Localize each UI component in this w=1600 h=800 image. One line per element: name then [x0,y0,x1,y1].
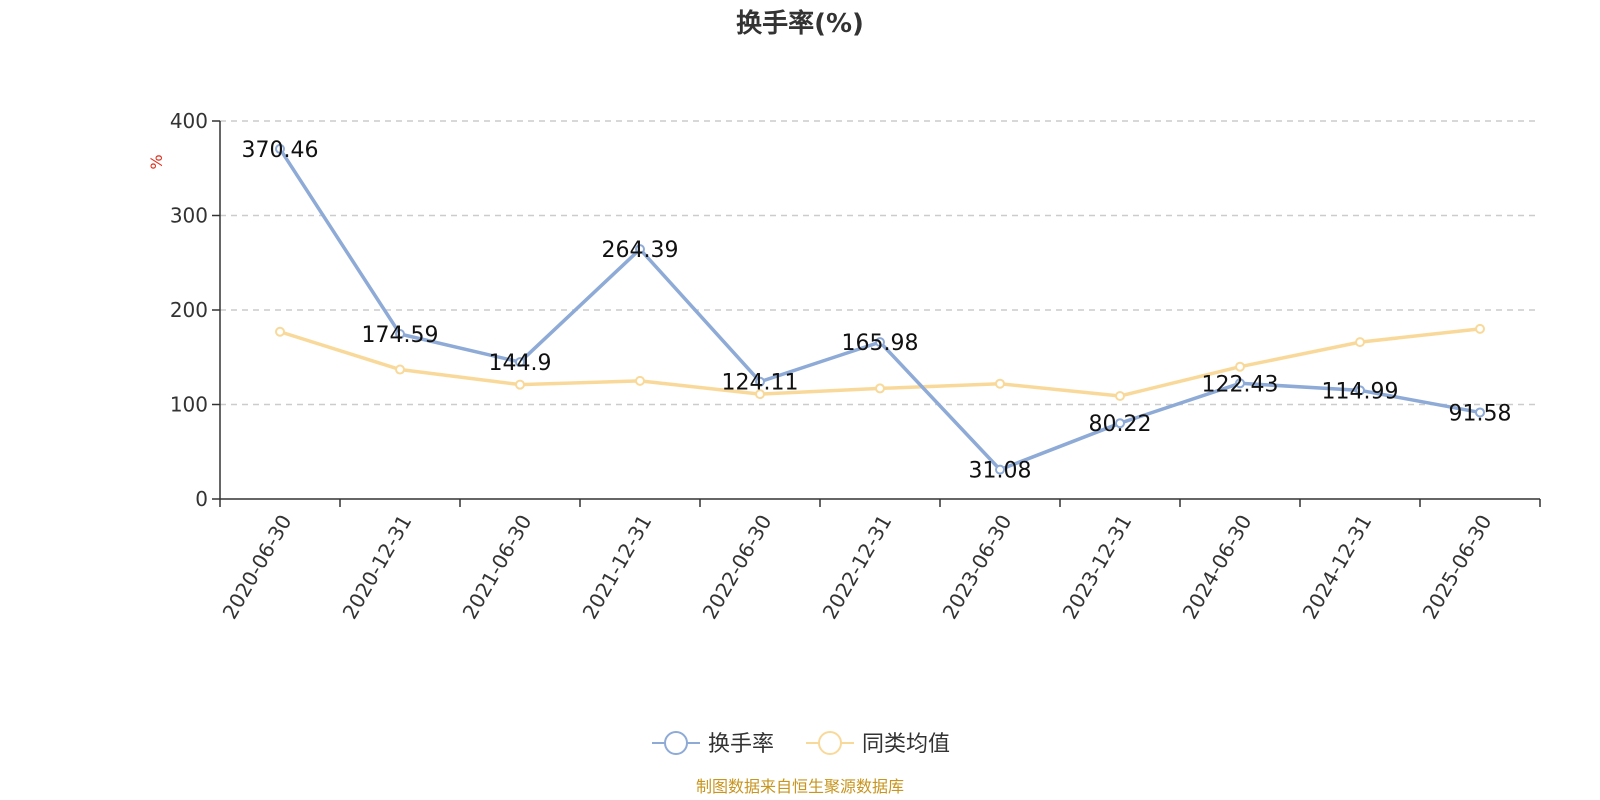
x-tick-label: 2022-12-31 [818,511,897,624]
data-label: 31.08 [969,459,1032,484]
x-tick-label: 2021-12-31 [578,511,657,624]
legend-label: 换手率 [708,732,774,757]
data-label: 114.99 [1322,379,1399,404]
data-point[interactable] [1115,390,1125,401]
data-point[interactable] [635,244,645,255]
data-point[interactable] [1475,407,1485,418]
data-point[interactable] [1355,337,1365,348]
legend-label: 同类均值 [862,732,950,757]
x-tick-label: 2024-06-30 [1178,511,1257,624]
data-point[interactable] [395,364,405,375]
data-label: 264.39 [602,238,679,263]
data-point[interactable] [1235,361,1245,372]
data-point[interactable] [395,329,405,340]
legend[interactable]: 换手率 同类均值 [652,731,950,757]
data-point[interactable] [755,376,765,387]
data-point[interactable] [275,326,285,337]
data-point[interactable] [875,383,885,394]
data-source-note: 制图数据来自恒生聚源数据库 [696,777,904,796]
data-point[interactable] [995,378,1005,389]
x-tick-label: 2021-06-30 [458,511,537,624]
data-point[interactable] [1235,378,1245,389]
x-tick-label: 2025-06-30 [1418,511,1497,624]
data-label: 91.58 [1449,401,1512,426]
data-point[interactable] [1355,385,1365,396]
data-point[interactable] [755,389,765,400]
data-label: 174.59 [362,323,439,348]
data-point[interactable] [515,357,525,368]
data-label: 124.11 [722,371,799,396]
legend-item-1[interactable]: 同类均值 [806,731,950,757]
y-axis: 0 100 200 300 400 [170,109,221,511]
data-label: 165.98 [842,331,919,356]
data-point[interactable] [275,143,285,154]
data-point[interactable] [635,375,645,386]
x-tick-label: 2023-06-30 [938,511,1017,624]
data-point[interactable] [515,379,525,390]
data-point[interactable] [1475,323,1485,334]
data-labels: 370.46 174.59 144.9 264.39 124.11 165.98 31.08… [242,138,1512,484]
legend-marker-icon [664,731,688,755]
x-axis: 2020-06-30 2020-12-31 2021-06-30 2021-12-31… [218,498,1541,624]
gridlines [220,120,1540,406]
data-point[interactable] [875,337,885,348]
x-tick-label: 2024-12-31 [1298,511,1377,624]
y-tick-label: 300 [170,204,208,228]
chart-title: 换手率(%) [736,8,864,39]
data-label: 144.9 [489,351,552,376]
x-tick-label: 2020-06-30 [218,511,297,624]
data-point[interactable] [1115,418,1125,429]
legend-marker-icon [818,731,842,755]
legend-item-0[interactable]: 换手率 [652,731,774,757]
data-point[interactable] [995,464,1005,475]
x-tick-label: 2022-06-30 [698,511,777,624]
y-tick-label: 200 [170,298,208,322]
series-lines [275,143,1485,475]
y-tick-label: 0 [195,487,208,511]
y-axis-unit-label: % [147,154,166,169]
data-label: 370.46 [242,138,319,163]
y-tick-label: 100 [170,393,208,417]
x-tick-label: 2023-12-31 [1058,511,1137,624]
y-tick-label: 400 [170,109,208,133]
data-label: 80.22 [1089,412,1152,437]
data-label: 122.43 [1202,372,1279,397]
x-tick-label: 2020-12-31 [338,511,417,624]
